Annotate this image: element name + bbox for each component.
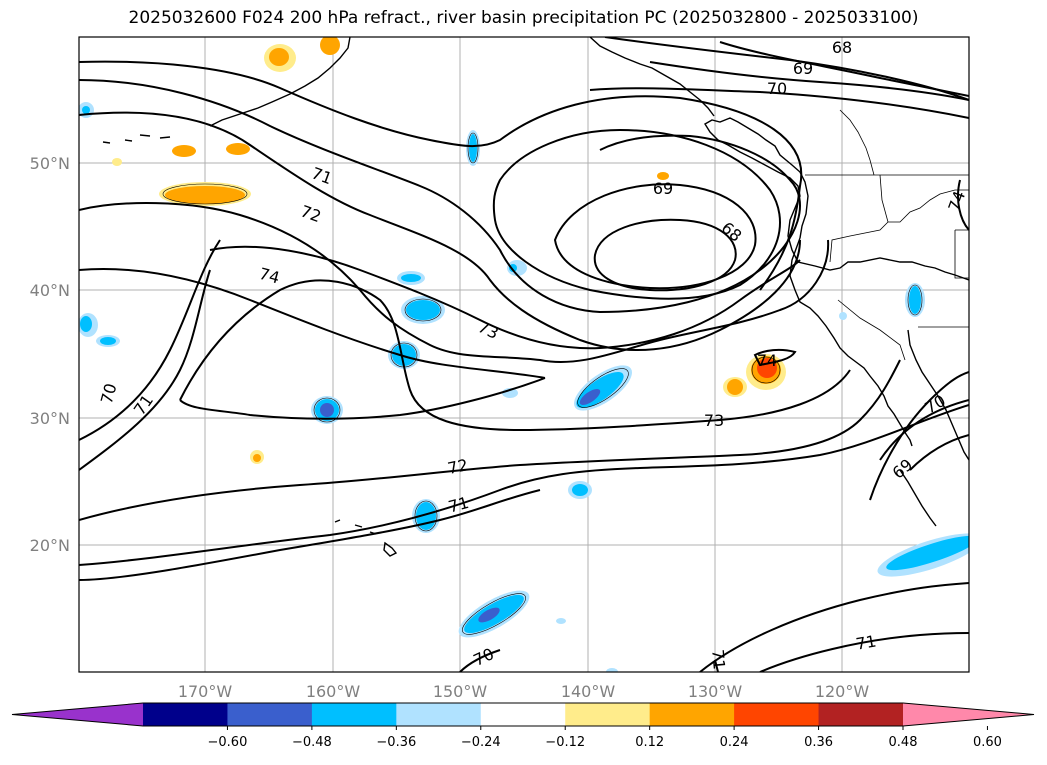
colorbar-segment bbox=[311, 703, 397, 726]
lon-label-170w: 170°W bbox=[178, 682, 233, 701]
lat-label-40n: 40°N bbox=[30, 281, 70, 300]
lon-label-160w: 160°W bbox=[306, 682, 361, 701]
colorbar-extend-min bbox=[12, 703, 143, 726]
contour-label-74: 74 bbox=[757, 351, 777, 370]
coastlines bbox=[102, 37, 969, 557]
colorbar-tick-label: 0.48 bbox=[889, 735, 918, 750]
lon-label-150w: 150°W bbox=[433, 682, 488, 701]
colorbar-segment bbox=[734, 703, 820, 726]
lat-label-20n: 20°N bbox=[30, 536, 70, 555]
colorbar-segment bbox=[480, 703, 566, 726]
contour-label-69: 69 bbox=[793, 59, 813, 78]
colorbar-segment bbox=[565, 703, 651, 726]
contour-label-70: 70 bbox=[767, 79, 787, 98]
contour-label-73: 73 bbox=[704, 411, 724, 430]
colorbar-segment bbox=[227, 703, 313, 726]
refractivity-contours bbox=[79, 37, 969, 672]
lon-label-140w: 140°W bbox=[561, 682, 616, 701]
map-border bbox=[78, 36, 970, 673]
colorbar-segment bbox=[649, 703, 735, 726]
colorbar-outline bbox=[11, 702, 1035, 727]
longitude-labels: 170°W 160°W 150°W 140°W 130°W 120°W bbox=[178, 682, 870, 701]
contour-label-71: 71 bbox=[854, 631, 877, 653]
colorbar-tick-label: 0.24 bbox=[720, 735, 749, 750]
contour-label-74: 74 bbox=[257, 264, 282, 288]
map-title: 2025032600 F024 200 hPa refract., river … bbox=[128, 8, 919, 28]
shading-outlines bbox=[162, 132, 923, 635]
contour-label-69: 69 bbox=[653, 179, 673, 198]
contour-label-70: 70 bbox=[97, 381, 121, 406]
colorbar-tick-label: −0.48 bbox=[292, 735, 332, 750]
colorbar-segment bbox=[818, 703, 904, 726]
colorbar-extend-max bbox=[903, 703, 1034, 726]
map-frame-background bbox=[79, 37, 969, 672]
colorbar: −0.60 −0.48 −0.36 −0.24 −0.12 0.12 0.24 0.36 0.4… bbox=[11, 702, 1035, 750]
latitude-labels: 50°N 40°N 30°N 20°N bbox=[30, 154, 70, 555]
lat-label-50n: 50°N bbox=[30, 154, 70, 173]
colorbar-tick-label: −0.36 bbox=[376, 735, 416, 750]
lon-label-120w: 120°W bbox=[815, 682, 870, 701]
colorbar-tick-label: −0.60 bbox=[208, 735, 248, 750]
gridlines bbox=[79, 37, 969, 672]
contour-label-71: 71 bbox=[446, 493, 471, 517]
colorbar-segment bbox=[396, 703, 482, 726]
borders bbox=[805, 109, 969, 361]
colorbar-tick-label: 0.60 bbox=[973, 735, 1002, 750]
colorbar-segment bbox=[143, 703, 228, 726]
colorbar-tick-label: 0.12 bbox=[635, 735, 664, 750]
colorbar-tick-label: −0.24 bbox=[461, 735, 501, 750]
lat-label-30n: 30°N bbox=[30, 409, 70, 428]
contour-label-68: 68 bbox=[832, 38, 852, 57]
colorbar-tick-label: 0.36 bbox=[804, 735, 833, 750]
lon-label-130w: 130°W bbox=[688, 682, 743, 701]
contour-label-72: 72 bbox=[446, 455, 470, 478]
colorbar-tick-label: −0.12 bbox=[545, 735, 585, 750]
contour-label-71: 71 bbox=[708, 649, 729, 671]
precip-shading bbox=[79, 37, 969, 672]
